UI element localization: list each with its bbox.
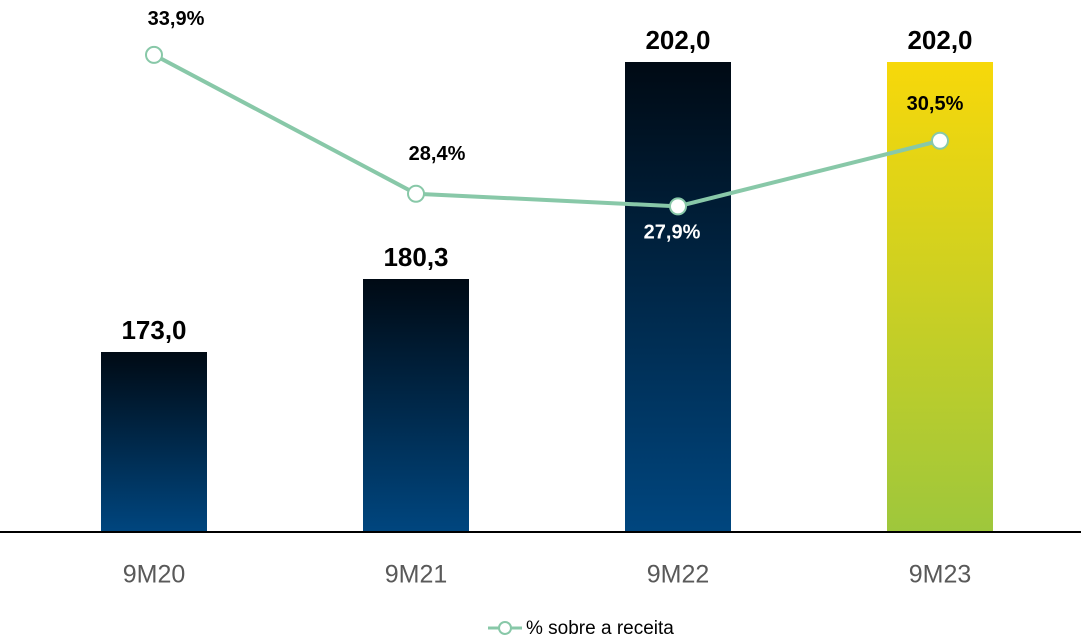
- bar-value-label: 202,0: [907, 25, 972, 55]
- bar-value-label: 202,0: [645, 25, 710, 55]
- x-tick-label: 9M21: [385, 561, 448, 589]
- line-value-label: 30,5%: [907, 93, 964, 115]
- bar: [101, 352, 207, 532]
- line: [153, 53, 941, 209]
- x-tick-label: 9M20: [123, 561, 186, 589]
- legend-marker: [498, 621, 512, 635]
- bar-value-label: 173,0: [121, 315, 186, 345]
- legend-label: % sobre a receita: [526, 618, 674, 639]
- bar: [363, 279, 469, 532]
- line-value-label: 28,4%: [409, 143, 466, 165]
- line-marker: [407, 184, 425, 203]
- bar-value-label: 180,3: [383, 242, 448, 272]
- x-tick-label: 9M22: [647, 561, 710, 589]
- line-value-label: 27,9%: [644, 222, 701, 244]
- bar: [625, 62, 731, 532]
- line-marker: [669, 197, 687, 216]
- line-value-label: 33,9%: [148, 8, 205, 30]
- line-marker: [145, 45, 163, 64]
- x-tick-label: 9M23: [909, 561, 972, 589]
- line-marker: [931, 131, 949, 150]
